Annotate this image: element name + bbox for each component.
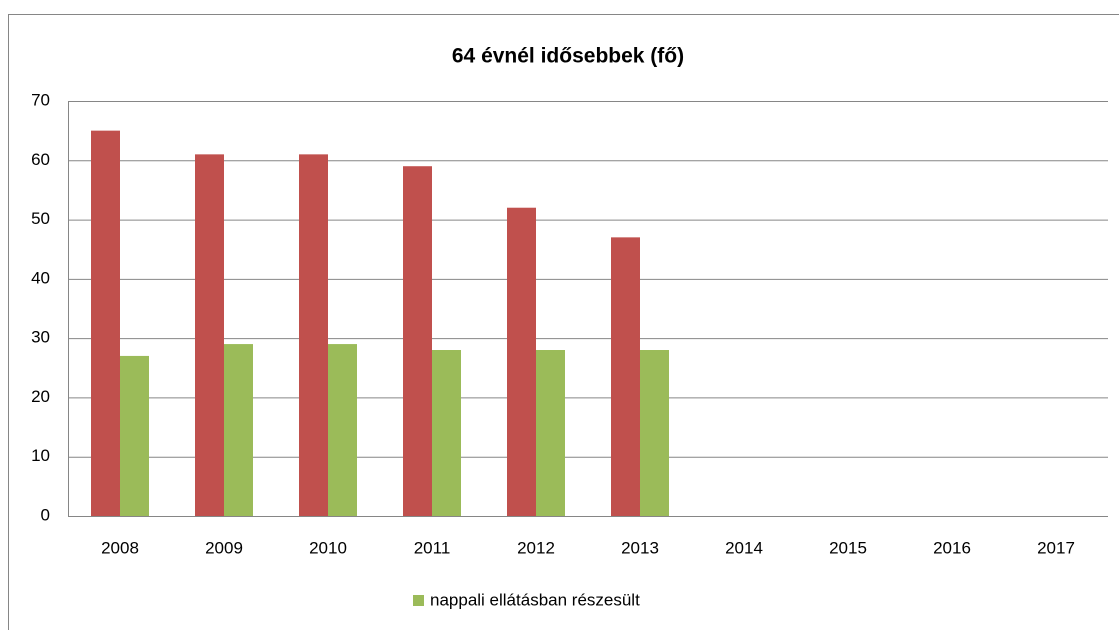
bar — [328, 344, 357, 516]
chart-border — [8, 14, 1119, 630]
bar — [611, 237, 640, 516]
x-tick-label: 2011 — [414, 538, 451, 557]
y-tick-label: 0 — [41, 505, 50, 524]
bar — [536, 350, 565, 516]
y-tick-label: 10 — [31, 446, 50, 465]
x-tick-label: 2016 — [933, 538, 971, 557]
y-tick-label: 50 — [31, 209, 50, 228]
y-tick-label: 60 — [31, 150, 50, 169]
x-tick-label: 2017 — [1037, 538, 1075, 557]
x-tick-label: 2013 — [621, 538, 659, 557]
bar — [224, 344, 253, 516]
bar — [403, 166, 432, 516]
x-tick-label: 2008 — [101, 538, 139, 557]
x-tick-label: 2009 — [205, 538, 243, 557]
x-tick-label: 2012 — [517, 538, 555, 557]
x-tick-label: 2010 — [309, 538, 347, 557]
y-tick-label: 70 — [31, 90, 50, 109]
y-tick-label: 40 — [31, 268, 50, 287]
chart-title: 64 évnél idősebbek (fő) — [452, 45, 684, 68]
bar — [195, 154, 224, 516]
x-tick-label: 2015 — [829, 538, 867, 557]
x-tick-label: 2014 — [725, 538, 763, 557]
bar — [91, 130, 120, 516]
legend-label: nappali ellátásban részesült — [430, 590, 640, 609]
bar — [432, 350, 461, 516]
y-tick-label: 30 — [31, 328, 50, 347]
bar — [299, 154, 328, 516]
y-tick-label: 20 — [31, 387, 50, 406]
bar — [507, 207, 536, 516]
legend-swatch — [413, 595, 424, 606]
bar — [120, 355, 149, 516]
bar — [640, 350, 669, 516]
